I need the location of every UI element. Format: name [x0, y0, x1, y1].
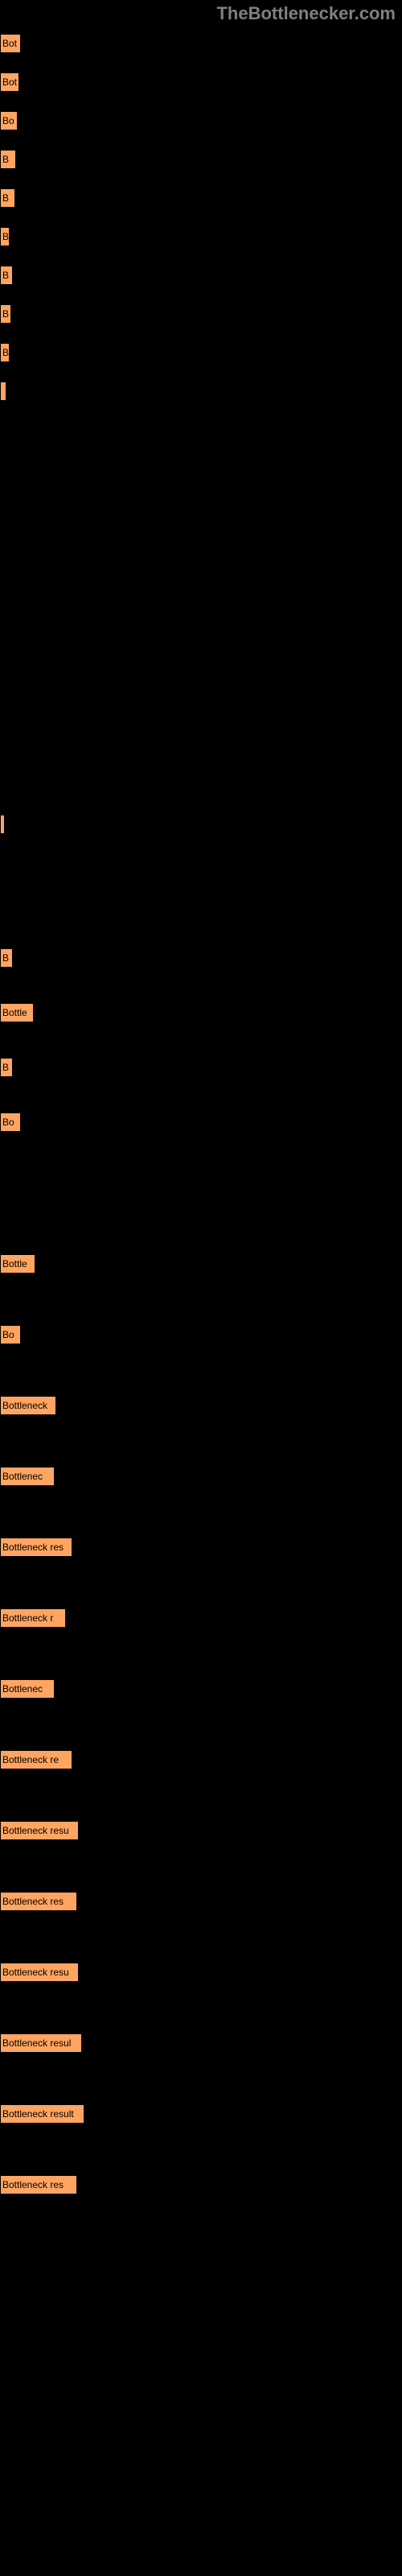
bar-row: B — [0, 1058, 13, 1077]
bar: Bot — [0, 72, 19, 92]
bar-row: Bottle — [0, 1254, 35, 1274]
bar: Bottleneck r — [0, 1608, 66, 1628]
bar: Bottlenec — [0, 1467, 55, 1486]
bar-row — [0, 382, 6, 401]
bar: Bottleneck result — [0, 2104, 84, 2124]
bar-row: Bo — [0, 1113, 21, 1132]
bar-row: B — [0, 948, 13, 968]
bar-row: Bottleneck resul — [0, 2033, 82, 2053]
bar: Bo — [0, 1113, 21, 1132]
bar-row — [0, 815, 5, 834]
bar-row: Bottlenec — [0, 1467, 55, 1486]
bar-row: Bot — [0, 72, 19, 92]
bar-row: Bo — [0, 111, 18, 130]
bar: Bottleneck res — [0, 1538, 72, 1557]
bar: B — [0, 343, 10, 362]
bar — [0, 382, 6, 401]
bar-row: Bottleneck result — [0, 2104, 84, 2124]
bar: Bottleneck re — [0, 1750, 72, 1769]
bar-row: B — [0, 266, 13, 285]
bar-row: Bottleneck res — [0, 1892, 77, 1911]
bar: Bottlenec — [0, 1679, 55, 1699]
bar-row: Bottleneck — [0, 1396, 56, 1415]
bar: Bot — [0, 34, 21, 53]
bar: B — [0, 150, 16, 169]
bar: Bottleneck resu — [0, 1963, 79, 1982]
bar: B — [0, 1058, 13, 1077]
bar-row: Bottle — [0, 1003, 34, 1022]
bar — [0, 815, 5, 834]
bar-row: B — [0, 227, 10, 246]
bar-row: B — [0, 150, 16, 169]
bar-row: Bottlenec — [0, 1679, 55, 1699]
bar-row: Bottleneck res — [0, 2175, 77, 2194]
bar-row: Bot — [0, 34, 21, 53]
bar-row: Bottleneck res — [0, 1538, 72, 1557]
bar-row: B — [0, 304, 11, 324]
bar: B — [0, 227, 10, 246]
bar-row: Bottleneck resu — [0, 1821, 79, 1840]
bar-row: B — [0, 188, 15, 208]
bar: Bottle — [0, 1254, 35, 1274]
bar-row: Bottleneck r — [0, 1608, 66, 1628]
bar: B — [0, 948, 13, 968]
bar: Bottleneck res — [0, 1892, 77, 1911]
bar: Bo — [0, 1325, 21, 1344]
bar-row: Bottleneck resu — [0, 1963, 79, 1982]
bar: B — [0, 266, 13, 285]
bar: B — [0, 304, 11, 324]
bar-row: Bo — [0, 1325, 21, 1344]
bar: Bo — [0, 111, 18, 130]
bar: Bottle — [0, 1003, 34, 1022]
bar: Bottleneck — [0, 1396, 56, 1415]
bar: Bottleneck resu — [0, 1821, 79, 1840]
bar-row: Bottleneck re — [0, 1750, 72, 1769]
bar-row: B — [0, 343, 10, 362]
bar: B — [0, 188, 15, 208]
bar: Bottleneck resul — [0, 2033, 82, 2053]
bar: Bottleneck res — [0, 2175, 77, 2194]
watermark-text: TheBottlenecker.com — [216, 3, 396, 24]
